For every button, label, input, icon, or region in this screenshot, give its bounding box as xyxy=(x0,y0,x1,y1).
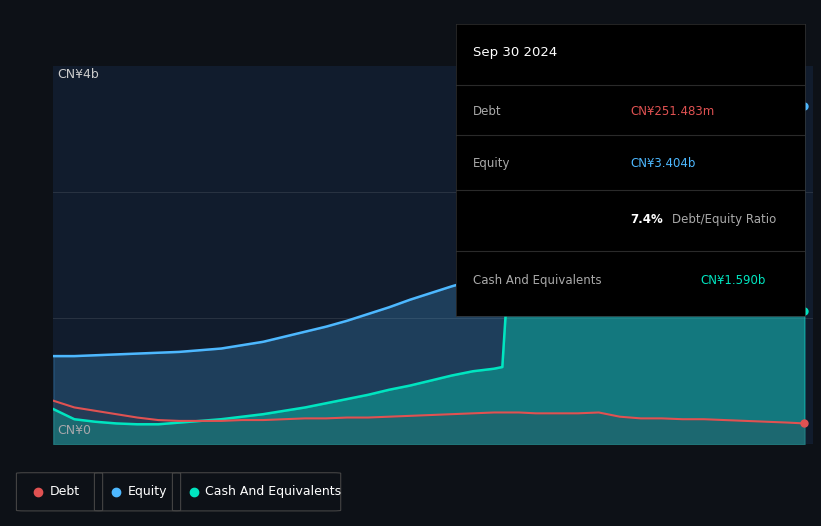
Text: Cash And Equivalents: Cash And Equivalents xyxy=(205,485,342,498)
Text: Sep 30 2024: Sep 30 2024 xyxy=(473,46,557,59)
Text: 2018: 2018 xyxy=(227,471,258,484)
Text: CN¥3.404b: CN¥3.404b xyxy=(631,157,695,170)
Text: 2017: 2017 xyxy=(142,471,174,484)
Text: 2016: 2016 xyxy=(58,471,90,484)
Text: CN¥251.483m: CN¥251.483m xyxy=(631,105,714,118)
Text: 2020: 2020 xyxy=(394,471,426,484)
Text: CN¥1.590b: CN¥1.590b xyxy=(699,274,765,287)
Text: 2024: 2024 xyxy=(730,471,761,484)
Text: Debt: Debt xyxy=(49,485,80,498)
Text: 2022: 2022 xyxy=(562,471,594,484)
Text: Equity: Equity xyxy=(473,157,511,170)
Text: 2019: 2019 xyxy=(310,471,342,484)
Text: CN¥0: CN¥0 xyxy=(57,424,91,437)
Text: Debt/Equity Ratio: Debt/Equity Ratio xyxy=(672,213,776,226)
Text: Equity: Equity xyxy=(127,485,167,498)
Text: 2023: 2023 xyxy=(646,471,677,484)
Text: CN¥4b: CN¥4b xyxy=(57,68,99,80)
Text: Debt: Debt xyxy=(473,105,502,118)
Text: Cash And Equivalents: Cash And Equivalents xyxy=(473,274,602,287)
Text: 2021: 2021 xyxy=(478,471,510,484)
Text: 7.4%: 7.4% xyxy=(631,213,663,226)
